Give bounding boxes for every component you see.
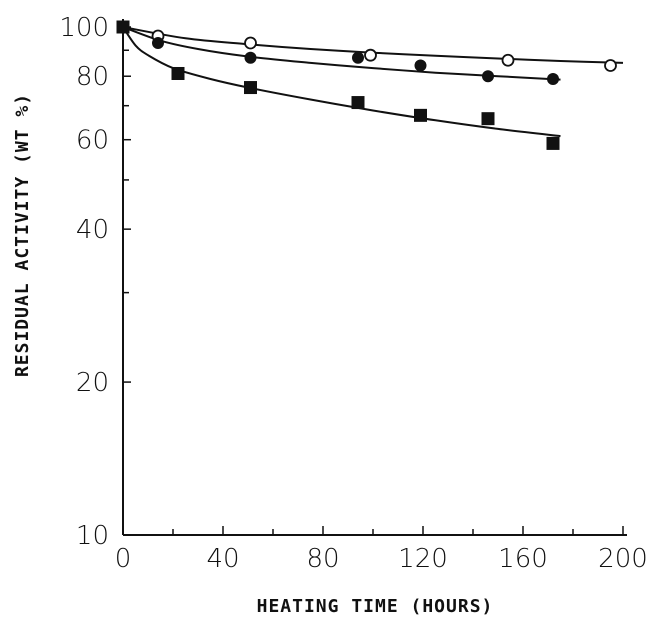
- filled-circle-point: [482, 70, 494, 83]
- filled-circle-point: [244, 51, 257, 64]
- fit-curve-filled-square: [122, 26, 561, 138]
- filled-square-point: [414, 108, 427, 122]
- filled-square-point: [546, 136, 560, 150]
- data-points: [116, 20, 617, 150]
- y-tick-label: 80: [76, 62, 109, 92]
- x-axis-title: HEATING TIME (HOURS): [257, 596, 494, 617]
- tick-labels: 0 40 80 120 160 200 100 80 60 40 20 10: [59, 13, 647, 574]
- filled-circle-point: [152, 37, 164, 50]
- y-tick-label: 40: [76, 215, 109, 245]
- x-tick-label: 40: [206, 544, 239, 574]
- open-circle-point: [604, 59, 617, 72]
- y-axis-title: RESIDUAL ACTIVITY (WT %): [12, 93, 33, 377]
- filled-circle-point: [352, 51, 364, 64]
- filled-square-point: [116, 20, 130, 34]
- filled-square-point: [351, 96, 365, 110]
- x-tick-label: 0: [115, 544, 132, 574]
- y-tick-label: 20: [76, 368, 109, 398]
- y-tick-label: 60: [76, 126, 109, 156]
- filled-square-point: [481, 112, 495, 126]
- open-circle-point: [244, 36, 257, 50]
- x-tick-label: 200: [598, 544, 648, 574]
- filled-square-point: [171, 66, 185, 80]
- x-tick-label: 120: [398, 544, 448, 574]
- y-tick-label: 100: [59, 13, 109, 43]
- open-circle-point: [364, 48, 377, 62]
- axes: [122, 19, 627, 536]
- filled-circle-point: [547, 73, 559, 86]
- y-tick-label: 10: [76, 521, 109, 551]
- x-tick-label: 160: [498, 544, 548, 574]
- filled-circle-point: [414, 59, 427, 72]
- open-circle-point: [501, 53, 515, 67]
- x-tick-label: 80: [306, 544, 339, 574]
- filled-square-point: [244, 81, 257, 95]
- fit-curve-filled-circle: [122, 26, 561, 81]
